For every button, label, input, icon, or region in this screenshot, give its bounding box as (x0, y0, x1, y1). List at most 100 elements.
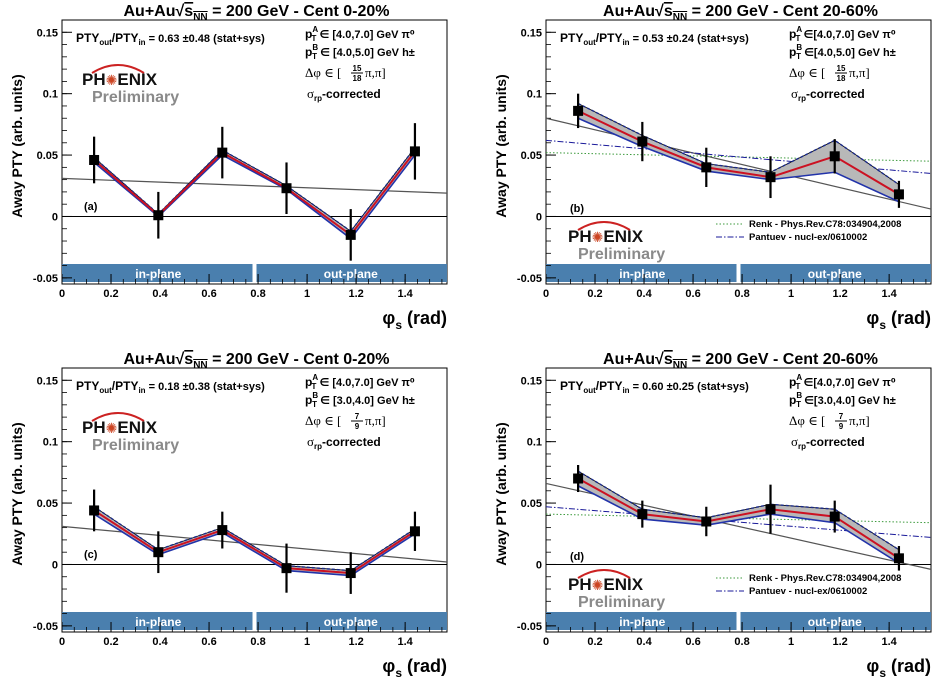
ratio-den-sub: in (138, 38, 145, 47)
cut-pB: pB T ∈[3.0,4.0] GeV h± (789, 391, 896, 409)
cut-p: p (789, 27, 796, 41)
sigma-text: -corrected (806, 87, 865, 101)
data-point (281, 563, 292, 574)
ratio-den: /PTY (112, 31, 139, 45)
cut-pB-range: ∈[4.0,5.0] GeV h± (801, 47, 896, 59)
data-point (765, 172, 776, 183)
cut-sub: T (312, 400, 317, 409)
logo-star: ✺ (106, 72, 118, 88)
y-tick-label: 0.15 (521, 27, 542, 39)
title-sub: NN (193, 360, 207, 371)
y-axis-label: Away PTY (arb. units) (493, 74, 509, 217)
x-axis-label: φs (rad) (382, 656, 447, 680)
title-sub: NN (193, 12, 207, 23)
cut-sigma: σrp-corrected (307, 434, 381, 451)
ratio-den-sub: in (622, 38, 629, 47)
in-plane-band (62, 612, 253, 630)
x-tick-label: 0.8 (250, 288, 265, 300)
fit-line (61, 525, 448, 563)
ratio-value: = 0.18 ±0.38 (stat+sys) (146, 381, 266, 393)
out-plane-band (256, 612, 447, 630)
logo-enix: ENIX (603, 575, 643, 594)
title-prefix: Au+Au√ (124, 351, 185, 368)
plot-frame (61, 19, 448, 285)
cut-sup: A (312, 373, 318, 382)
logo-enix: ENIX (117, 418, 157, 437)
data-point (345, 568, 356, 579)
sigma-text: -corrected (806, 435, 865, 449)
model-line-pantuev (545, 506, 932, 538)
y-tick-label: 0.1 (43, 437, 58, 449)
ratio-num-sub: out (583, 38, 596, 47)
cut-pA: pA T ∈[4.0,7.0] GeV π⁰ (789, 25, 896, 43)
cut-sigma: σrp-corrected (791, 434, 865, 451)
cut-pA-range: ∈[4.0,7.0] GeV π⁰ (800, 29, 895, 41)
sigma-symbol: σ (307, 86, 314, 101)
x-label-phi: φ (866, 308, 879, 328)
logo-arc (577, 221, 631, 231)
central-curve (577, 109, 900, 196)
cut-sub: T (796, 34, 801, 43)
central-curve (93, 150, 416, 237)
out-plane-label: out-plane (808, 615, 862, 629)
x-tick-label: 1.2 (832, 288, 847, 300)
y-tick-label: 0.1 (43, 89, 58, 101)
out-plane-band (740, 264, 931, 282)
x-tick-label: 0.8 (734, 636, 749, 648)
x-tick-label: 0.4 (152, 288, 168, 300)
out-plane-label: out-plane (324, 267, 378, 281)
x-axis-label: φs (rad) (866, 308, 931, 332)
y-tick-label: 0.1 (527, 89, 542, 101)
cut-pA: pA T ∈ [4.0,7.0] GeV π⁰ (305, 373, 415, 391)
dphi-numerator: 7 (839, 412, 844, 421)
title-prefix: Au+Au√ (603, 351, 664, 368)
data-point (893, 553, 904, 564)
ratio-num: PTY (76, 379, 99, 393)
cut-pB-range: ∈ [3.0,4.0] GeV h± (317, 395, 415, 407)
data-point (573, 473, 584, 484)
title-sqrt: s (664, 3, 673, 20)
cut-sub: T (312, 34, 317, 43)
fit-line (545, 117, 932, 210)
x-tick-label: 1 (304, 288, 310, 300)
ratio-num-sub: out (99, 386, 112, 395)
data-point (829, 151, 840, 162)
logo-arc (91, 64, 145, 74)
cut-sup: B (796, 391, 802, 400)
legend-entry: Pantuev - nucl-ex/0610002 (749, 586, 867, 597)
x-label-phi: φ (866, 656, 879, 676)
cut-sup: A (312, 25, 318, 34)
y-tick-label: -0.05 (33, 273, 58, 285)
x-tick-label: 1.4 (881, 636, 897, 648)
out-plane-band (740, 612, 931, 630)
sigma-sub: rp (798, 94, 806, 103)
cut-dphi: Δφ ∈ [ (305, 413, 341, 428)
y-tick-label: 0.05 (37, 150, 58, 162)
y-tick-label: 0.05 (37, 498, 58, 510)
data-point (701, 516, 712, 527)
sigma-text: -corrected (322, 435, 381, 449)
x-label-unit: (rad) (886, 308, 931, 328)
sigma-sub: rp (798, 442, 806, 451)
title-sub: NN (673, 12, 687, 23)
title-prefix: Au+Au√ (603, 3, 664, 20)
x-axis-label: φs (rad) (866, 656, 931, 680)
x-label-unit: (rad) (402, 656, 447, 676)
upper-curve-dashed (577, 102, 900, 186)
in-plane-label: in-plane (619, 615, 665, 629)
in-plane-band (546, 264, 737, 282)
x-label-sub: s (395, 666, 402, 680)
cut-pA-range: ∈[4.0,7.0] GeV π⁰ (800, 377, 895, 389)
data-point (153, 547, 164, 558)
cut-sub: T (312, 382, 317, 391)
cut-sup: B (312, 43, 318, 52)
y-tick-label: 0.1 (527, 437, 542, 449)
cut-dphi: Δφ ∈ [ (305, 65, 341, 80)
in-plane-label: in-plane (135, 615, 181, 629)
logo-enix: ENIX (603, 227, 643, 246)
logo-preliminary: Preliminary (578, 594, 665, 611)
logo-phenix: PH✺ENIX (568, 227, 644, 246)
dphi-denominator: 18 (837, 74, 846, 83)
